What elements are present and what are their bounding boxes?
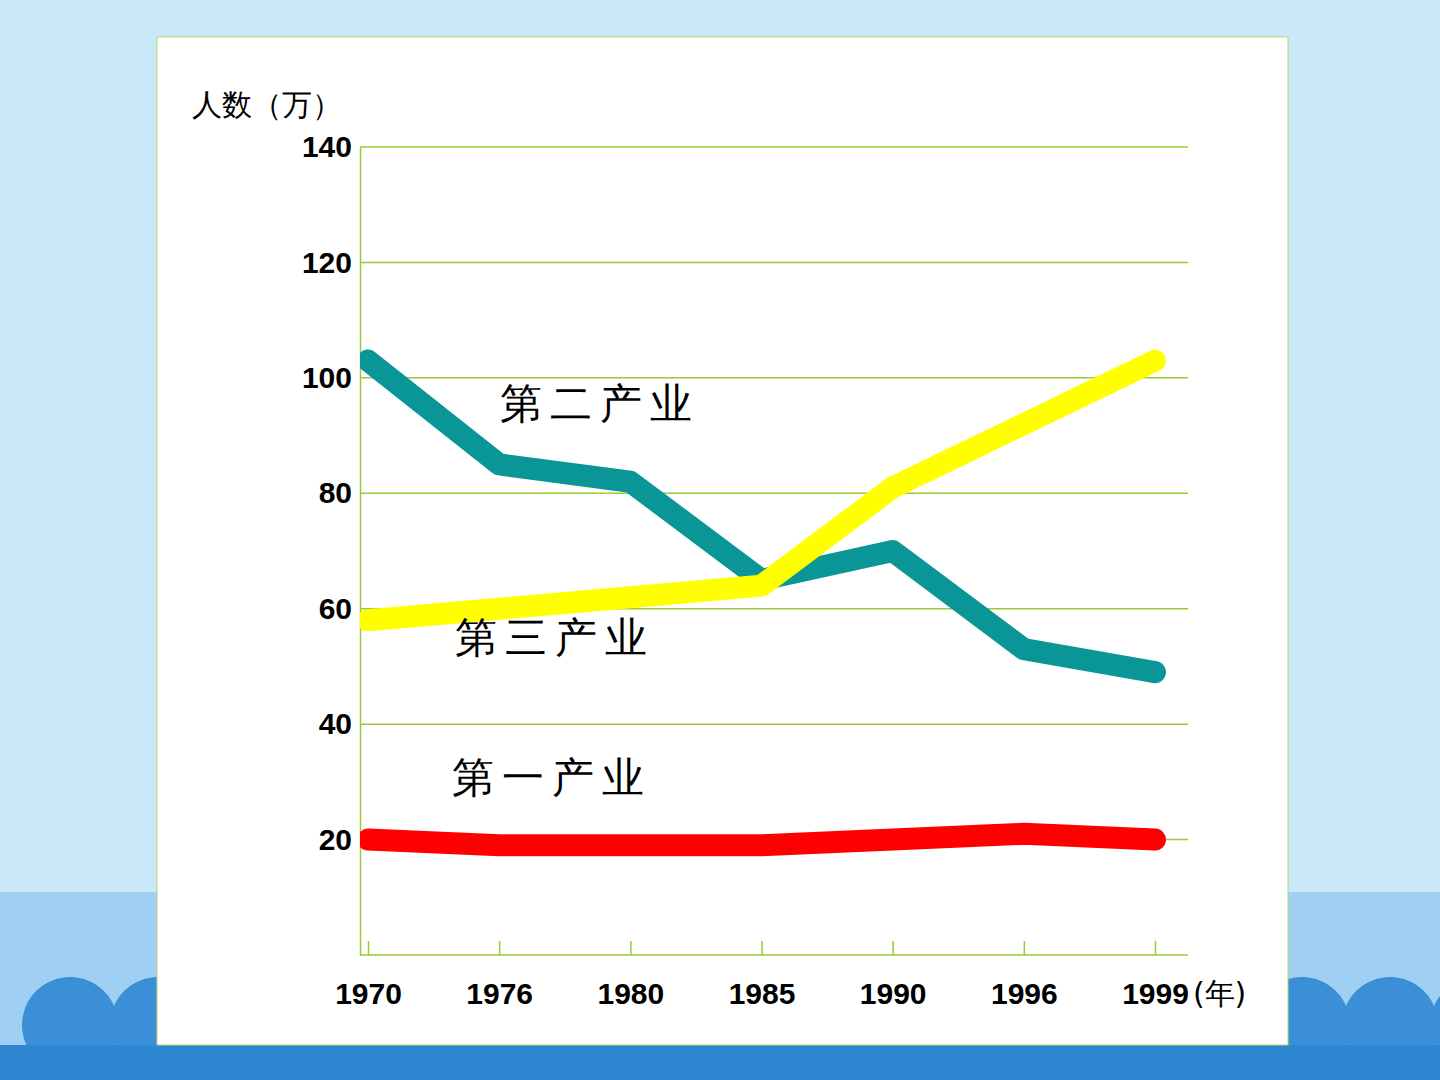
- x-tick-mark: [630, 941, 632, 955]
- x-tick: 1976: [466, 941, 533, 1010]
- wave-base: [0, 1045, 1440, 1080]
- series-line: [368, 834, 1155, 846]
- x-tick-mark: [368, 941, 370, 955]
- grid-line: [360, 377, 1188, 379]
- y-tick-label: 120: [302, 246, 352, 279]
- x-tick-label: 1985: [729, 977, 796, 1010]
- background: [0, 0, 1440, 1080]
- x-tick-label: 1980: [597, 977, 664, 1010]
- series-line: [368, 361, 1155, 673]
- x-tick: 1990: [860, 941, 927, 1010]
- y-tick: 100: [302, 361, 360, 394]
- x-tick: 1970: [335, 941, 402, 1010]
- x-tick: 1996: [991, 941, 1058, 1010]
- y-tick-label: 140: [302, 130, 352, 163]
- series-line: [368, 361, 1155, 621]
- grid-line: [360, 723, 1188, 725]
- x-tick-mark: [1024, 941, 1026, 955]
- grid: [360, 147, 1188, 840]
- y-tick: 120: [302, 246, 360, 279]
- y-tick: 20: [319, 823, 360, 856]
- grid-line: [360, 146, 1188, 148]
- y-tick: 40: [319, 707, 360, 740]
- plot-area: [368, 361, 1155, 846]
- x-tick: 1999: [1122, 941, 1189, 1010]
- y-tick-label: 20: [319, 823, 352, 856]
- x-axis: 1970 1976 1980 1985 1990 1996 1999: [335, 941, 1189, 1010]
- y-axis: 20 40 60 80 100 120 140: [302, 130, 361, 955]
- canvas: 20 40 60 80 100 120 140 1970 1976 1980 1985 1990 199…: [0, 0, 1440, 1080]
- y-tick-label: 100: [302, 361, 352, 394]
- x-tick-label: 1999: [1122, 977, 1189, 1010]
- y-tick: 60: [319, 592, 360, 625]
- x-tick-label: 1996: [991, 977, 1058, 1010]
- x-tick: 1985: [729, 941, 796, 1010]
- panel: [157, 37, 1288, 1045]
- y-tick-label: 40: [319, 707, 352, 740]
- x-axis-line: [360, 954, 1188, 956]
- x-tick-mark: [892, 941, 894, 955]
- grid-line: [360, 493, 1188, 495]
- y-tick-label: 80: [319, 476, 352, 509]
- x-tick-label: 1976: [466, 977, 533, 1010]
- x-tick-mark: [761, 941, 763, 955]
- x-tick: 1980: [597, 941, 664, 1010]
- y-tick: 80: [319, 476, 360, 509]
- series-label: 第三产业: [455, 613, 655, 662]
- y-axis-title: 人数（万）: [192, 87, 342, 122]
- x-tick-label: 1970: [335, 977, 402, 1010]
- y-tick-label: 60: [319, 592, 352, 625]
- x-tick-label: 1990: [860, 977, 927, 1010]
- series-label: 第二产业: [500, 379, 700, 428]
- x-axis-title: (年): [1193, 976, 1246, 1011]
- grid-line: [360, 262, 1188, 264]
- x-tick-mark: [499, 941, 501, 955]
- series-label: 第一产业: [452, 753, 652, 802]
- x-tick-mark: [1155, 941, 1157, 955]
- y-tick: 140: [302, 130, 360, 163]
